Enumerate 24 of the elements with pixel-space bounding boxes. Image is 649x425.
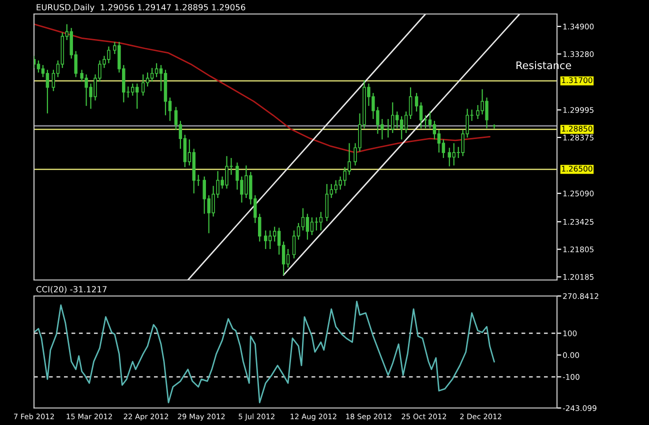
candlestick	[46, 69, 50, 114]
candlestick	[141, 74, 145, 96]
candlestick	[314, 216, 318, 232]
candlestick	[319, 211, 323, 232]
candlestick	[150, 67, 154, 82]
candlestick	[292, 230, 296, 259]
candlestick	[154, 62, 158, 78]
candlestick	[135, 83, 139, 110]
candlestick	[448, 147, 452, 167]
candlestick	[306, 213, 310, 240]
candlestick	[286, 248, 290, 268]
candlestick	[452, 142, 456, 166]
chart-title: CCI(20) -31.1217	[36, 286, 107, 294]
candlestick	[492, 124, 496, 130]
candlestick	[395, 110, 399, 129]
candlestick	[264, 230, 268, 250]
line-series	[34, 300, 495, 404]
chart-title: EURUSD,Daily 1.29056 1.29147 1.28895 1.29056	[36, 4, 246, 12]
candlestick	[268, 230, 272, 250]
candlestick	[36, 60, 40, 74]
candlestick	[272, 226, 276, 242]
candlestick	[400, 116, 404, 140]
candlestick	[310, 216, 314, 236]
candlestick	[432, 120, 436, 140]
